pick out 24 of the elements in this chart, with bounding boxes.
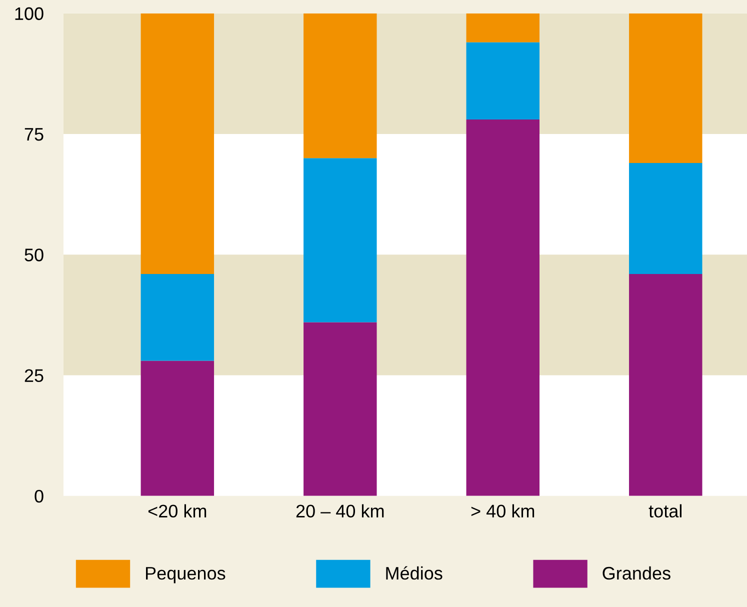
legend-label: Grandes (602, 566, 670, 580)
bar (629, 274, 702, 496)
legend-label: Pequenos (146, 567, 226, 584)
bar (304, 13, 377, 158)
y-tick-label: 100 (15, 7, 44, 20)
bar (304, 158, 377, 322)
bar (140, 274, 214, 361)
y-tick-label: 25 (24, 369, 44, 382)
x-tick-label: <20 km (148, 504, 206, 518)
x-tick-label: 20 – 40 km (296, 504, 384, 518)
bar (466, 120, 540, 496)
bar (304, 322, 377, 496)
y-tick-label: 0 (34, 490, 44, 503)
bar (140, 360, 214, 496)
x-tick-label: > 40 km (471, 504, 534, 518)
y-tick-label: 75 (24, 128, 44, 141)
bar (466, 13, 540, 42)
bar (629, 13, 702, 163)
y-tick-label: 50 (24, 248, 44, 262)
x-tick-label: total (648, 504, 682, 518)
bar (140, 13, 214, 274)
legend-label: Médios (386, 566, 442, 580)
bar (629, 162, 702, 274)
bar (466, 42, 540, 120)
